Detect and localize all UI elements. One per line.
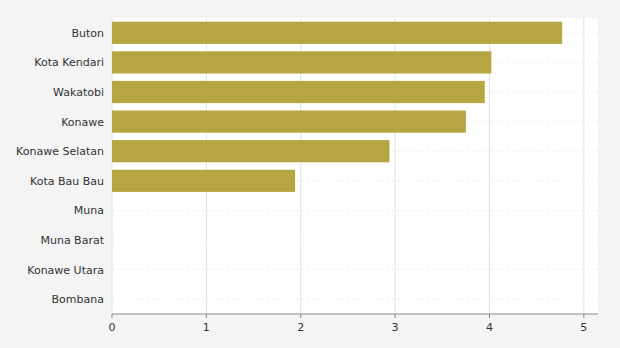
axes: 0 1 2 3 4 5 Bombana Konawe Utara Muna Barat Muna K… [16,27,598,334]
x-tick-label: 1 [203,321,210,334]
plot-area [112,18,598,314]
x-axis-line [112,314,598,315]
bar [112,288,113,310]
bar [112,199,113,221]
category-grid-line [112,210,598,211]
chart-svg: 0 1 2 3 4 5 Bombana Konawe Utara Muna Barat Muna K… [0,0,620,348]
tick-mark [206,314,207,318]
bar [112,170,295,192]
category-label: Muna [74,204,104,217]
bar [112,81,485,103]
tick-mark [583,314,584,318]
category-label: Konawe Selatan [16,145,104,158]
x-tick-label: 4 [486,321,493,334]
category-label: Kota Bau Bau [30,175,104,188]
x-tick-label: 3 [392,321,399,334]
category-grid-line [112,269,598,270]
category-label: Buton [71,27,104,40]
bar [112,51,491,73]
bar [112,111,466,133]
category-label: Konawe [61,116,104,129]
bar [112,22,562,44]
category-label: Bombana [52,293,104,306]
bar [112,140,389,162]
tick-mark [112,314,113,318]
x-tick-label: 2 [297,321,304,334]
tick-mark [489,314,490,318]
category-grid-line [112,240,598,241]
tick-mark [395,314,396,318]
grid [112,18,598,314]
x-tick-label: 0 [109,321,116,334]
x-tick-label: 5 [580,321,587,334]
category-label: Konawe Utara [27,264,104,277]
category-label: Kota Kendari [34,56,104,69]
bar [112,259,113,281]
tick-mark [300,314,301,318]
chart-container: 0 1 2 3 4 5 Bombana Konawe Utara Muna Barat Muna K… [0,0,620,348]
category-grid-line [112,299,598,300]
bar [112,229,113,251]
bars [112,22,562,192]
category-label: Muna Barat [40,234,104,247]
category-label: Wakatobi [53,86,104,99]
